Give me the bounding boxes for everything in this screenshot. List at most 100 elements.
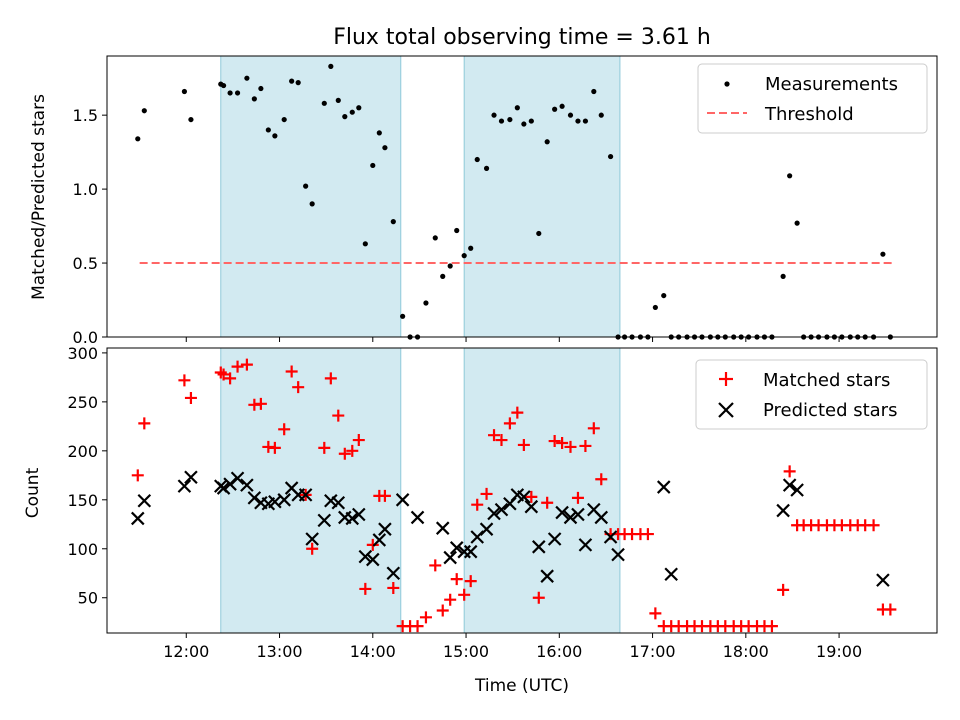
measurement-point [251, 96, 257, 102]
bottom-legend: Matched stars Predicted stars [695, 359, 928, 430]
matched-star-point [884, 603, 897, 616]
top-y-tick-label: 0.5 [73, 254, 98, 273]
measurement-point [376, 130, 382, 136]
predicted-star-point [137, 494, 152, 508]
predicted-star-point [130, 511, 145, 526]
measurement-point [295, 80, 301, 86]
predicted-star-point [463, 544, 478, 559]
measurement-point [272, 133, 278, 139]
measurement-point [447, 263, 453, 269]
measurement-point [220, 82, 227, 89]
matched-star-point [184, 391, 197, 404]
top-legend-box [697, 63, 928, 134]
predicted-star-point [184, 470, 198, 485]
matched-star-point [503, 417, 516, 430]
bottom-ylabel: Count [23, 467, 43, 518]
measurement-point [432, 235, 438, 241]
matched-star-point [541, 496, 554, 509]
matched-star-point [217, 368, 230, 381]
x-axis-label: Time (UTC) [474, 676, 569, 696]
measurement-point [258, 85, 264, 92]
matched-star-point [595, 473, 608, 486]
predicted-star-point [611, 547, 625, 562]
top-y-tick-label: 1.0 [73, 180, 98, 199]
matched-star-point [450, 573, 463, 586]
matched-star-point [285, 365, 298, 378]
count-panel: 12:00 13:00 14:00 15:00 16:00 17:00 18:00 19:00… [23, 344, 938, 696]
matched-star-point [178, 374, 191, 387]
measurement-point [281, 116, 287, 123]
predicted-stars-series [130, 470, 890, 587]
measurement-point [491, 112, 497, 118]
predicted-star-point [331, 495, 346, 510]
measurement-point [598, 112, 604, 118]
matched-star-point [419, 611, 432, 624]
x-tick-label: 18:00 [723, 642, 769, 661]
predicted-star-point [247, 491, 262, 505]
bottom-y-tick-label: 300 [67, 344, 98, 363]
matched-star-point [641, 528, 654, 541]
predicted-star-point [578, 538, 593, 552]
measurement-point [335, 97, 341, 103]
matched-star-point [765, 620, 778, 633]
measurement-point [787, 173, 793, 179]
predicted-star-point [358, 549, 373, 564]
predicted-star-point [352, 507, 366, 522]
measurement-point [234, 90, 241, 96]
top-observing-windows [220, 55, 621, 338]
matched-star-point [231, 360, 244, 373]
x-tick-label: 16:00 [536, 642, 582, 661]
predicted-star-point [298, 488, 313, 502]
measurement-point [227, 90, 233, 96]
predicted-star-point [372, 533, 387, 547]
matched-star-point [387, 581, 400, 594]
matched-star-point [224, 372, 237, 385]
predicted-star-point [571, 507, 585, 522]
measurement-point [474, 156, 480, 163]
matched-star-point [777, 583, 790, 596]
predicted-star-point [317, 513, 332, 528]
predicted-star-point [223, 477, 237, 491]
predicted-star-point [487, 506, 501, 521]
measurement-point [181, 88, 188, 95]
predicted-star-point [532, 540, 546, 554]
measurement-point [356, 105, 362, 111]
predicted-star-point [386, 566, 401, 581]
x-tick-label: 12:00 [163, 642, 209, 661]
legend-matched-marker [719, 372, 733, 386]
measurement-point [780, 273, 786, 279]
ratio-panel: 0.0 0.5 1.0 1.5 Matched/Predicted stars Mea… [29, 55, 938, 347]
measurement-point [514, 105, 520, 111]
measurement-point [591, 88, 597, 95]
measurement-point [303, 183, 309, 189]
predicted-star-point [656, 480, 671, 494]
predicted-star-point [494, 502, 509, 517]
top-plot-frame [106, 55, 938, 338]
top-y-tick-label: 1.5 [73, 106, 98, 125]
matched-star-point [352, 434, 365, 447]
matched-star-point [378, 489, 391, 502]
predicted-star-point [594, 510, 609, 525]
matched-star-point [332, 409, 345, 422]
measurement-point [483, 165, 490, 171]
matched-star-point [324, 372, 337, 385]
matched-star-point [240, 358, 253, 371]
predicted-star-point [177, 479, 192, 493]
measurement-point [661, 292, 667, 299]
measurement-point [544, 139, 550, 145]
measurement-point [321, 100, 327, 106]
bottom-observing-windows [220, 347, 621, 634]
legend-predicted-label: Predicted stars [763, 400, 897, 421]
predicted-star-point [216, 481, 231, 495]
measurement-point [582, 118, 589, 124]
predicted-star-point [366, 552, 380, 567]
predicted-star-point [277, 493, 291, 507]
predicted-star-point [378, 522, 392, 536]
predicted-star-point [524, 499, 539, 514]
measurement-point [244, 75, 250, 81]
measurement-point [423, 300, 429, 306]
predicted-star-point [664, 567, 678, 582]
matched-star-point [278, 423, 291, 436]
matched-star-point [471, 498, 484, 511]
matched-star-point [783, 465, 796, 478]
